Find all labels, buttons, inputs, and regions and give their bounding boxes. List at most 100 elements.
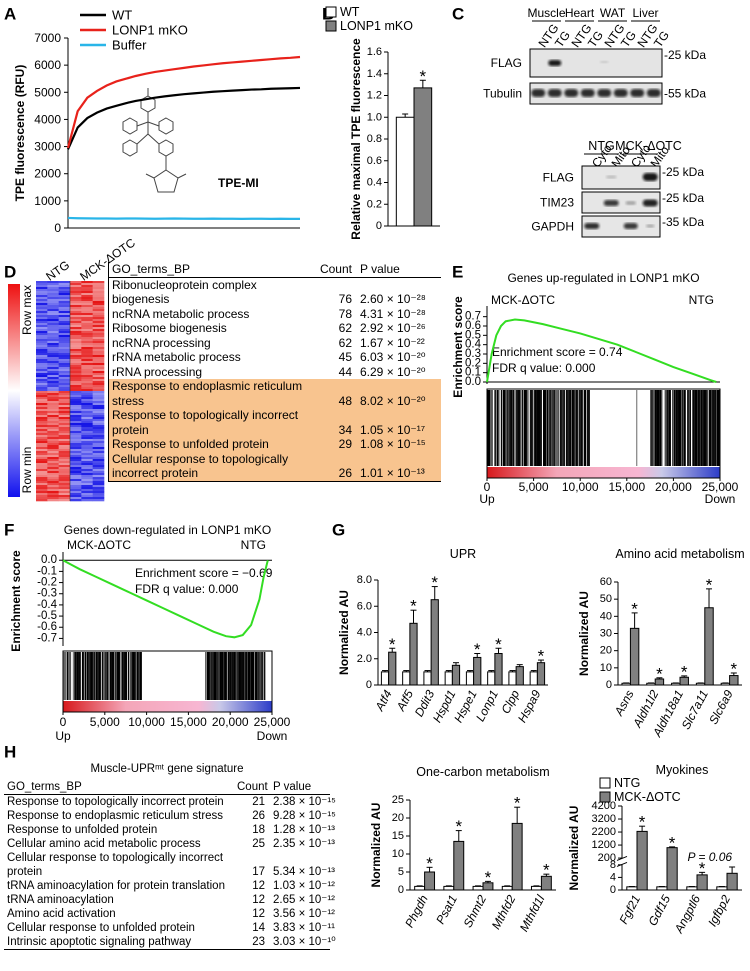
heatmap-cell [47,487,59,490]
heatmap-cell [92,297,105,300]
heatmap-cell [92,343,105,346]
table-cell: Ribosome biogenesis [112,321,227,335]
heatmap-cell [58,469,71,472]
heatmap-cell [92,483,105,486]
heatmap-cell [36,361,48,364]
y-tick-label: 60 [600,576,612,588]
heatmap-cell [58,387,71,390]
heatmap-cell [47,447,59,450]
y-tick-label: 4200 [592,800,616,812]
heatmap-cell [36,281,48,284]
heatmap-cell [81,419,93,422]
heatmap-cell [36,387,48,390]
bar [453,840,465,891]
heatmap-cell [47,299,59,302]
heatmap-cell [47,313,59,316]
table-title: Muscle-UPRᵐᵗ gene signature [90,763,244,775]
heatmap-cell [81,411,93,414]
y-tick-label: 0.5 [465,329,481,341]
heatmap-cell [47,469,59,472]
heatmap-cell [92,415,105,418]
heatmap-cell [81,359,93,362]
annotation: FDR q value: 0.000 [492,361,596,375]
bar [451,664,461,686]
heatmap-cell [58,343,71,346]
heatmap-cell [70,449,82,452]
heatmap-cell [92,399,105,402]
heatmap-cell [47,459,59,462]
y-tick-label: -0.7 [37,632,57,644]
table-cell: 8.02 × 10⁻²⁰ [360,393,426,408]
heatmap-cell [47,333,59,336]
heatmap-cell [92,447,105,450]
blot-row-label: FLAG [491,56,522,70]
table-cell: 6.29 × 10⁻²⁰ [360,364,426,379]
heatmap-cell [70,375,82,378]
heatmap-cell [81,287,93,290]
y-tick-label: 0 [606,679,612,691]
table-row: ncRNA metabolic process 78 4.31 × 10⁻²⁸ [109,307,441,322]
bar [515,666,524,686]
heatmap-cell [58,305,71,308]
y-tick-label: -0.5 [37,610,57,622]
bar [494,653,503,686]
y-axis-label: Relative maximal TPE fluorescence [349,38,363,240]
y-tick-label: 5000 [34,85,61,99]
table-cell: ncRNA processing [112,335,211,350]
blot-row-label: TIM23 [540,196,574,210]
heatmap-cell [58,421,71,424]
heatmap-cell [47,391,59,394]
table-cell: 12 [252,880,265,892]
heatmap-cell [58,463,71,466]
table-cell: 2.60 × 10⁻²⁸ [360,292,426,306]
bar [388,651,397,686]
heatmap-cell [47,341,59,344]
heatmap-cell [36,327,48,330]
table-cell: 5.34 × 10⁻¹³ [273,866,336,878]
heatmap-cell [58,301,71,304]
heatmap-cell [92,451,105,454]
heatmap-cell [81,317,93,320]
heatmap-cell [92,395,105,398]
x-tick-label: Asns [611,688,636,719]
heatmap-cell [70,479,82,482]
heatmap-cell [92,461,105,464]
y-tick-label: 200 [598,852,616,864]
table-cell: 45 [338,350,352,364]
significance-label: * [699,859,706,878]
heatmap-cell [81,301,93,304]
heatmap-cell [36,461,48,464]
heatmap-cell [81,331,93,334]
x-tick-label: 20,000 [655,480,692,494]
heatmap-cell [70,347,82,350]
heatmap-cell [36,465,48,468]
heatmap-cell [81,353,93,356]
heatmap-cell [47,385,59,388]
tissue-label: WAT [600,6,626,20]
heatmap-cell [47,457,59,460]
heatmap-cell [81,487,93,490]
heatmap-cell [92,405,105,408]
barcode-frame [486,388,721,479]
table-cell: 18 [252,824,265,836]
table-cell: 78 [338,306,352,321]
heatmap-cell [47,467,59,470]
heatmap-cell [36,447,48,450]
heatmap-cell [92,317,105,320]
heatmap-cell [81,309,93,312]
heatmap-cell [58,499,71,502]
heatmap-cell [47,329,59,332]
heatmap-cell [58,467,71,470]
heatmap-cell [47,465,59,468]
table-cell: 3.03 × 10⁻¹⁰ [273,936,336,948]
chart-title: Genes down-regulated in LONP1 mKO [64,523,271,537]
heatmap-cell [47,361,59,364]
heatmap-cell [92,287,105,290]
heatmap-cell [36,293,48,296]
bar [696,874,708,891]
heatmap-cell [47,479,59,482]
heatmap-cell [36,287,48,290]
heatmap-cell [81,479,93,482]
table-cell: 2.65 × 10⁻¹² [273,894,336,906]
heatmap-cell [81,425,93,428]
